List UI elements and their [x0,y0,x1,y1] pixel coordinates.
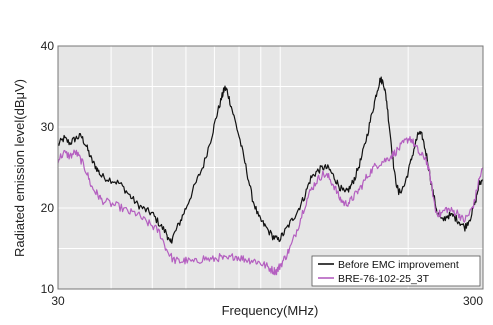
x-axis-title: Frequency(MHz) [222,303,319,318]
legend-box [311,255,481,287]
legend-label-after: BRE-76-102-25_3T [338,273,430,285]
tick-layer: 10 20 30 40 30 300 [41,39,484,308]
grid-lines [58,46,483,289]
y-tick-label: 40 [41,39,55,53]
x-tick-label: 30 [51,294,65,308]
y-axis-title: Radiated emission level(dBμV) [12,79,27,257]
y-tick-label: 10 [41,282,55,296]
y-tick-label: 30 [41,120,55,134]
series-line-1 [57,136,484,276]
series-layer [57,76,484,276]
series-line-0 [57,76,484,244]
x-tick-label: 300 [463,294,483,308]
legend: Before EMC improvement BRE-76-102-25_3T [311,255,481,287]
y-tick-label: 20 [41,201,55,215]
legend-label-before: Before EMC improvement [338,259,459,271]
plot-border [57,45,484,290]
